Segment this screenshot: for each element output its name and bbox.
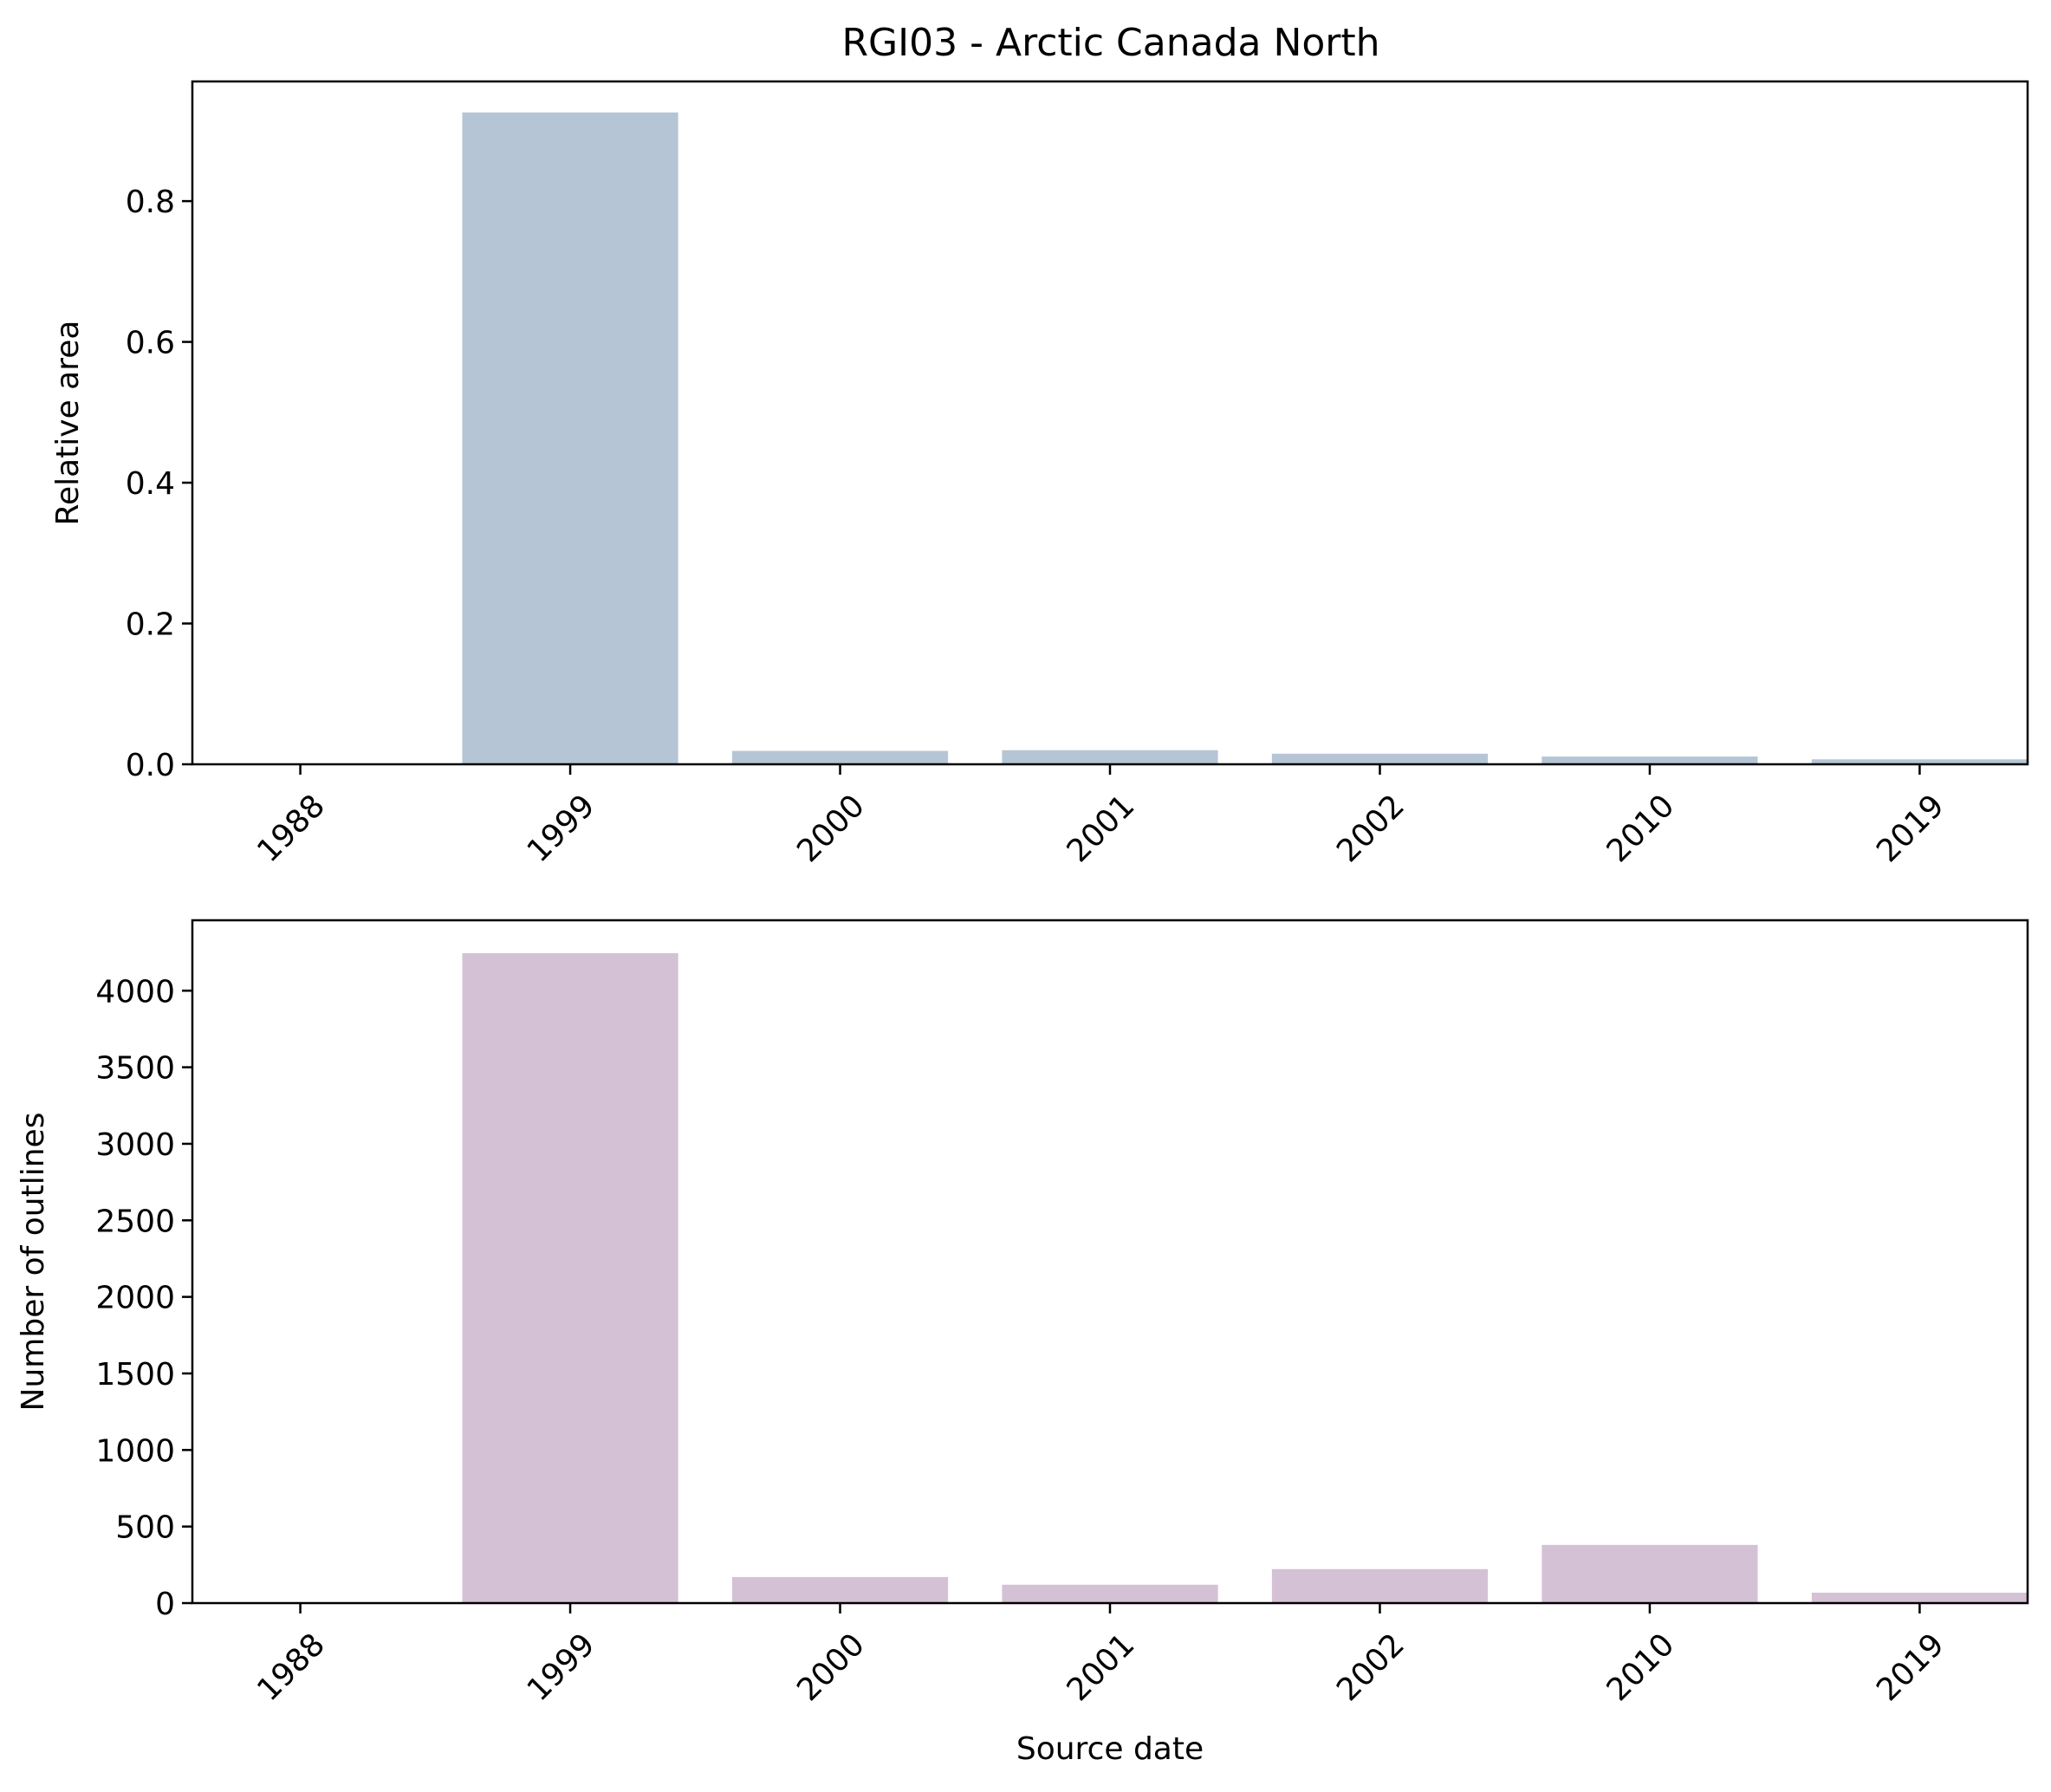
relative-area-y-tick-label: 0.0 — [126, 748, 175, 783]
chart-title: RGI03 - Arctic Canada North — [841, 21, 1379, 65]
relative-area-x-tick-label: 2010 — [1600, 788, 1682, 869]
outline-count-x-tick-label: 2000 — [790, 1626, 872, 1708]
relative-area-x-tick-label: 1999 — [521, 788, 602, 869]
outline-count-x-tick-label: 2019 — [1870, 1626, 1951, 1708]
relative-area-x-tick-label: 1988 — [250, 788, 332, 869]
outline-count-x-axis: 1988 1999 2000 2001 2002 2010 2019 — [250, 1603, 1951, 1708]
relative-area-x-tick-label: 2019 — [1870, 788, 1951, 869]
relative-area-x-tick-label: 2001 — [1061, 788, 1142, 869]
relative-area-bar-2010 — [1541, 756, 1758, 764]
relative-area-y-tick-label: 0.4 — [126, 466, 175, 502]
outline-count-y-tick-label: 0 — [155, 1587, 175, 1622]
outline-count-x-tick-label: 1988 — [250, 1626, 332, 1708]
relative-area-bar-2000 — [731, 750, 949, 764]
outline-count-x-tick-label: 2002 — [1330, 1626, 1412, 1708]
relative-area-x-tick-label: 2000 — [790, 788, 872, 869]
outline-count-y-tick-label: 4000 — [95, 974, 175, 1010]
outline-count-bar-2000 — [731, 1576, 949, 1603]
relative-area-bar-2001 — [1002, 750, 1218, 764]
outline-count-x-tick-label: 2010 — [1600, 1626, 1682, 1708]
outline-count-y-tick-label: 2500 — [95, 1204, 175, 1239]
outline-count-y-axis-label: Number of outlines — [16, 1113, 51, 1412]
outline-count-y-tick-label: 1000 — [95, 1433, 175, 1469]
relative-area-bar-2019 — [1811, 759, 2028, 764]
relative-area-x-axis: 1988 1999 2000 2001 2002 2010 2019 — [250, 764, 1951, 869]
outline-count-x-tick-label: 2001 — [1061, 1626, 1142, 1708]
relative-area-y-tick-label: 0.8 — [126, 185, 175, 220]
source-date-x-axis-label: Source date — [1016, 1731, 1204, 1767]
outline-count-bar-2010 — [1541, 1544, 1758, 1603]
outline-count-bar-2002 — [1271, 1568, 1489, 1603]
outline-count-y-tick-label: 1500 — [95, 1357, 175, 1393]
relative-area-panel: 0.0 0.2 0.4 0.6 0.8 1988 1999 2000 2001 2002 2010… — [50, 80, 2029, 869]
outline-count-y-tick-label: 3000 — [95, 1127, 175, 1163]
outline-count-y-tick-label: 3500 — [95, 1051, 175, 1087]
outline-count-bar-2001 — [1002, 1584, 1218, 1603]
outline-count-bar-2019 — [1811, 1592, 2028, 1603]
relative-area-y-axis-label: Relative area — [50, 321, 86, 526]
outline-count-panel: 0 500 1000 1500 2000 2500 3000 3500 4000 1988 199… — [16, 919, 2029, 1767]
relative-area-bar-2002 — [1271, 753, 1489, 764]
outline-count-x-tick-label: 1999 — [521, 1626, 602, 1708]
relative-area-bar-1999 — [462, 112, 678, 765]
relative-area-bars — [462, 112, 2028, 765]
relative-area-y-axis: 0.0 0.2 0.4 0.6 0.8 — [126, 185, 192, 783]
relative-area-y-tick-label: 0.2 — [126, 607, 175, 643]
outline-count-y-tick-label: 500 — [115, 1510, 175, 1546]
outline-count-y-tick-label: 2000 — [95, 1281, 175, 1316]
relative-area-x-tick-label: 2002 — [1330, 788, 1412, 869]
outline-count-bar-1999 — [462, 952, 678, 1603]
relative-area-y-tick-label: 0.6 — [126, 326, 175, 361]
outline-count-y-axis: 0 500 1000 1500 2000 2500 3000 3500 4000 — [95, 974, 192, 1622]
outline-count-bars — [462, 952, 2028, 1603]
